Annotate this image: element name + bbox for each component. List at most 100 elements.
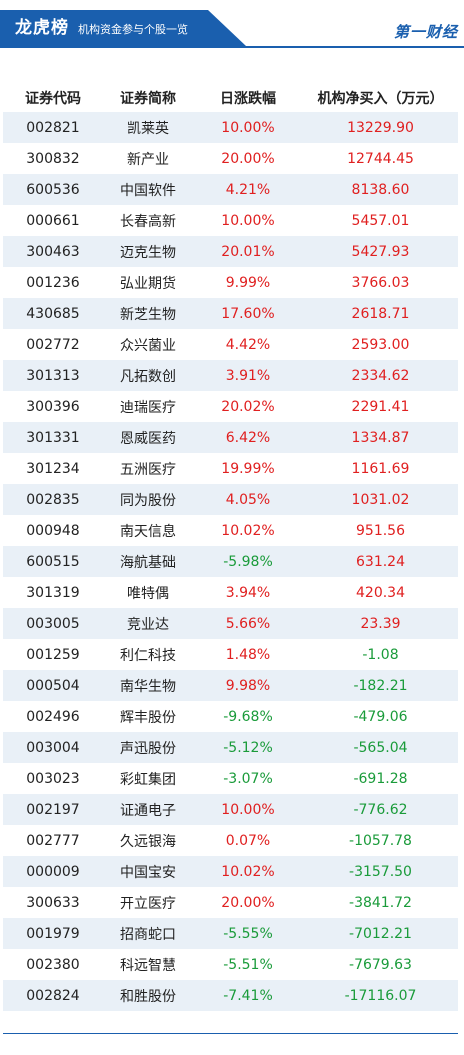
daily-change-cell: -5.98% [223,553,273,570]
daily-change-cell: 4.21% [225,181,271,198]
stock-code-cell: 301234 [26,460,80,477]
institution-net-buy-cell: -1.08 [362,646,399,663]
stock-name-cell: 新芝生物 [120,306,176,323]
stock-code-cell: 000009 [26,863,80,880]
stock-name-cell: 中国宝安 [120,864,176,881]
table-row: 301331 恩威医药 6.42% 1334.87 [3,422,458,453]
institution-net-buy-cell: 2618.71 [351,305,410,322]
table-row: 002197 证通电子 10.00% -776.62 [3,794,458,825]
table-header: 证券代码 证券简称 日涨跌幅 机构净买入（万元） [3,83,458,112]
stock-code-cell: 002824 [26,987,80,1004]
table-row: 003023 彩虹集团 -3.07% -691.28 [3,763,458,794]
institution-net-buy-cell: -776.62 [353,801,408,818]
institution-net-buy-cell: 951.56 [356,522,405,539]
institution-net-buy-cell: 631.24 [356,553,405,570]
stock-name-cell: 和胜股份 [120,988,176,1005]
stock-name-cell: 招商蛇口 [120,926,176,943]
stock-code-cell: 000661 [26,212,80,229]
daily-change-cell: 20.01% [221,243,275,260]
table-row: 002821 凯莱英 10.00% 13229.90 [3,112,458,143]
stock-code-cell: 600536 [26,181,80,198]
daily-change-cell: 0.07% [225,832,271,849]
stock-name-cell: 辉丰股份 [120,709,176,726]
stock-name-cell: 唯特偶 [127,585,169,602]
stock-name-cell: 南华生物 [120,678,176,695]
daily-change-cell: 9.98% [225,677,271,694]
institution-net-buy-cell: 2593.00 [351,336,410,353]
institution-net-buy-cell: 5457.01 [351,212,410,229]
institution-net-buy-cell: -691.28 [353,770,408,787]
stock-name-cell: 迪瑞医疗 [120,399,176,416]
daily-change-cell: 10.00% [221,119,275,136]
brand-logo: 第一财经 [394,20,458,42]
table-row: 001259 利仁科技 1.48% -1.08 [3,639,458,670]
table-row: 600515 海航基础 -5.98% 631.24 [3,546,458,577]
stock-name-cell: 开立医疗 [120,895,176,912]
stock-code-cell: 300463 [26,243,80,260]
brand-logo-text: 第一财经 [393,22,458,41]
stock-code-cell: 600515 [26,553,80,570]
daily-change-cell: 1.48% [225,646,271,663]
table-body: 002821 凯莱英 10.00% 13229.90 300832 新产业 20.00% 12… [3,112,458,1011]
institution-net-buy-cell: 3766.03 [351,274,410,291]
daily-change-cell: -5.51% [223,956,273,973]
page-subtitle: 机构资金参与个股一览 [78,23,188,36]
daily-change-cell: 20.00% [221,150,275,167]
daily-change-cell: 20.02% [221,398,275,415]
table-row: 301234 五洲医疗 19.99% 1161.69 [3,453,458,484]
table-row: 000504 南华生物 9.98% -182.21 [3,670,458,701]
table-row: 002380 科远智慧 -5.51% -7679.63 [3,949,458,980]
institution-net-buy-cell: 13229.90 [347,119,414,136]
stock-name-cell: 迈克生物 [120,244,176,261]
stock-code-cell: 003004 [26,739,80,756]
institution-net-buy-cell: 1334.87 [351,429,410,446]
institution-net-buy-cell: -565.04 [353,739,408,756]
table-row: 001979 招商蛇口 -5.55% -7012.21 [3,918,458,949]
daily-change-cell: 17.60% [221,305,275,322]
stock-name-cell: 众兴菌业 [120,337,176,354]
table-row: 002772 众兴菌业 4.42% 2593.00 [3,329,458,360]
institution-net-buy-cell: -17116.07 [344,987,417,1004]
institution-net-buy-cell: 1031.02 [351,491,410,508]
table-row: 000661 长春高新 10.00% 5457.01 [3,205,458,236]
stock-code-cell: 300633 [26,894,80,911]
stock-name-cell: 新产业 [127,151,169,168]
column-header-net-buy: 机构净买入（万元） [317,90,444,107]
stock-code-cell: 300396 [26,398,80,415]
table-row: 300633 开立医疗 20.00% -3841.72 [3,887,458,918]
stock-name-cell: 声迅股份 [120,740,176,757]
page-title: 龙虎榜 [15,18,69,38]
daily-change-cell: -5.55% [223,925,273,942]
stock-code-cell: 002821 [26,119,80,136]
institution-net-buy-cell: 2334.62 [351,367,410,384]
stock-name-cell: 久远银海 [120,833,176,850]
stock-code-cell: 430685 [26,305,80,322]
stock-code-cell: 002496 [26,708,80,725]
institution-net-buy-cell: -479.06 [353,708,408,725]
daily-change-cell: -9.68% [223,708,273,725]
stock-name-cell: 凯莱英 [127,120,169,137]
daily-change-cell: 4.05% [225,491,271,508]
table-row: 001236 弘业期货 9.99% 3766.03 [3,267,458,298]
column-header-change: 日涨跌幅 [220,90,276,107]
institution-net-buy-cell: 2291.41 [351,398,410,415]
institution-net-buy-cell: 12744.45 [347,150,414,167]
table-row: 002496 辉丰股份 -9.68% -479.06 [3,701,458,732]
daily-change-cell: 6.42% [225,429,271,446]
stock-code-cell: 301313 [26,367,80,384]
daily-change-cell: 10.00% [221,801,275,818]
stock-name-cell: 中国软件 [120,182,176,199]
stock-name-cell: 彩虹集团 [120,771,176,788]
table-row: 300832 新产业 20.00% 12744.45 [3,143,458,174]
institution-net-buy-cell: 23.39 [360,615,401,632]
stock-code-cell: 002772 [26,336,80,353]
institution-net-buy-cell: 420.34 [356,584,405,601]
institution-net-buy-cell: -7679.63 [349,956,412,973]
table-row: 301319 唯特偶 3.94% 420.34 [3,577,458,608]
table-row: 002777 久远银海 0.07% -1057.78 [3,825,458,856]
stock-code-cell: 000504 [26,677,80,694]
stock-name-cell: 海航基础 [120,554,176,571]
institution-net-buy-cell: -3841.72 [349,894,412,911]
daily-change-cell: 10.02% [221,863,275,880]
stock-code-cell: 002380 [26,956,80,973]
